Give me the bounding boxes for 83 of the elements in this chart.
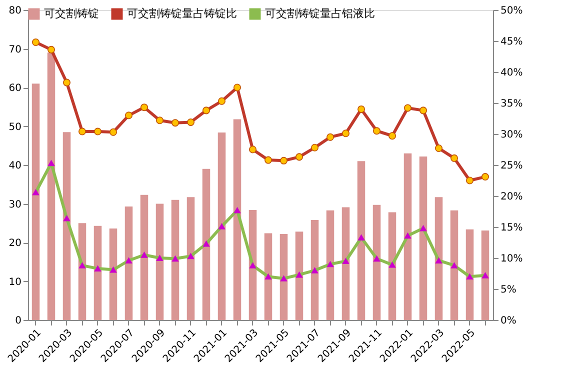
bar bbox=[156, 204, 164, 320]
point bbox=[481, 173, 490, 181]
y2-tick-label: 25% bbox=[500, 160, 523, 172]
point bbox=[78, 128, 86, 136]
point bbox=[109, 128, 118, 136]
bar bbox=[450, 210, 458, 320]
point bbox=[466, 176, 474, 184]
point bbox=[94, 128, 102, 136]
bar bbox=[233, 119, 242, 320]
y2-tick-label: 35% bbox=[500, 98, 523, 110]
y-tick-label: 30 bbox=[8, 199, 22, 210]
point bbox=[62, 78, 71, 86]
point bbox=[248, 146, 257, 154]
bar bbox=[109, 228, 118, 320]
point bbox=[388, 132, 396, 140]
bar bbox=[342, 207, 350, 320]
bar bbox=[248, 210, 257, 320]
y2-tick-label: 10% bbox=[500, 254, 523, 264]
point bbox=[280, 156, 288, 164]
legend-label: 可交割铸锭量占铝液比 bbox=[265, 7, 375, 20]
bar bbox=[295, 232, 304, 320]
point bbox=[202, 106, 210, 114]
point bbox=[310, 144, 319, 152]
bar bbox=[466, 229, 474, 320]
point bbox=[186, 118, 195, 126]
point bbox=[171, 119, 180, 127]
point bbox=[124, 112, 133, 120]
bar bbox=[264, 233, 272, 320]
point bbox=[357, 105, 366, 113]
bar bbox=[434, 197, 443, 320]
bar bbox=[404, 153, 412, 320]
bar bbox=[419, 156, 428, 320]
point bbox=[450, 154, 458, 162]
y-tick-label: 40 bbox=[8, 160, 22, 172]
bar bbox=[171, 200, 180, 320]
bar bbox=[326, 210, 334, 320]
legend-label: 可交割铸锭量占铸锭比 bbox=[127, 7, 237, 20]
point bbox=[295, 153, 304, 161]
bar bbox=[186, 197, 195, 320]
bar bbox=[94, 226, 102, 320]
bar bbox=[32, 84, 40, 320]
bar bbox=[280, 234, 288, 320]
point bbox=[264, 156, 272, 164]
point bbox=[233, 84, 242, 92]
y-tick-label: 50 bbox=[8, 122, 22, 133]
bar bbox=[481, 230, 490, 320]
y-tick-label: 0 bbox=[15, 316, 22, 326]
y-tick-label: 10 bbox=[8, 276, 22, 288]
point bbox=[156, 116, 164, 124]
bar bbox=[310, 220, 319, 320]
bar bbox=[124, 206, 133, 320]
point bbox=[47, 46, 56, 54]
y-tick-label: 70 bbox=[8, 44, 22, 56]
y-tick-label: 20 bbox=[8, 238, 22, 249]
y-tick-label: 80 bbox=[8, 6, 22, 16]
point bbox=[342, 130, 350, 138]
point bbox=[140, 104, 148, 112]
y-tick-label: 60 bbox=[8, 83, 22, 94]
bar bbox=[372, 204, 381, 320]
point bbox=[434, 144, 443, 152]
y2-tick-label: 40% bbox=[500, 68, 523, 78]
y2-tick-label: 15% bbox=[500, 222, 523, 234]
y2-tick-label: 5% bbox=[500, 284, 516, 296]
bar bbox=[47, 52, 56, 320]
point bbox=[218, 97, 226, 105]
y2-tick-label: 20% bbox=[500, 192, 523, 202]
bar bbox=[78, 223, 86, 320]
y2-tick-label: 0% bbox=[500, 316, 516, 326]
bar bbox=[388, 212, 396, 320]
point bbox=[32, 38, 40, 46]
point bbox=[419, 106, 428, 114]
bar bbox=[202, 168, 210, 320]
point bbox=[404, 104, 412, 112]
point bbox=[372, 127, 381, 135]
y2-tick-label: 45% bbox=[500, 36, 523, 48]
y2-tick-label: 30% bbox=[500, 130, 523, 140]
bar bbox=[140, 194, 148, 320]
legend-label: 可交割铸锭 bbox=[44, 7, 99, 20]
point bbox=[326, 133, 334, 141]
y2-tick-label: 50% bbox=[500, 6, 523, 16]
bar bbox=[218, 132, 226, 320]
bar bbox=[62, 132, 71, 320]
bar bbox=[357, 161, 366, 320]
